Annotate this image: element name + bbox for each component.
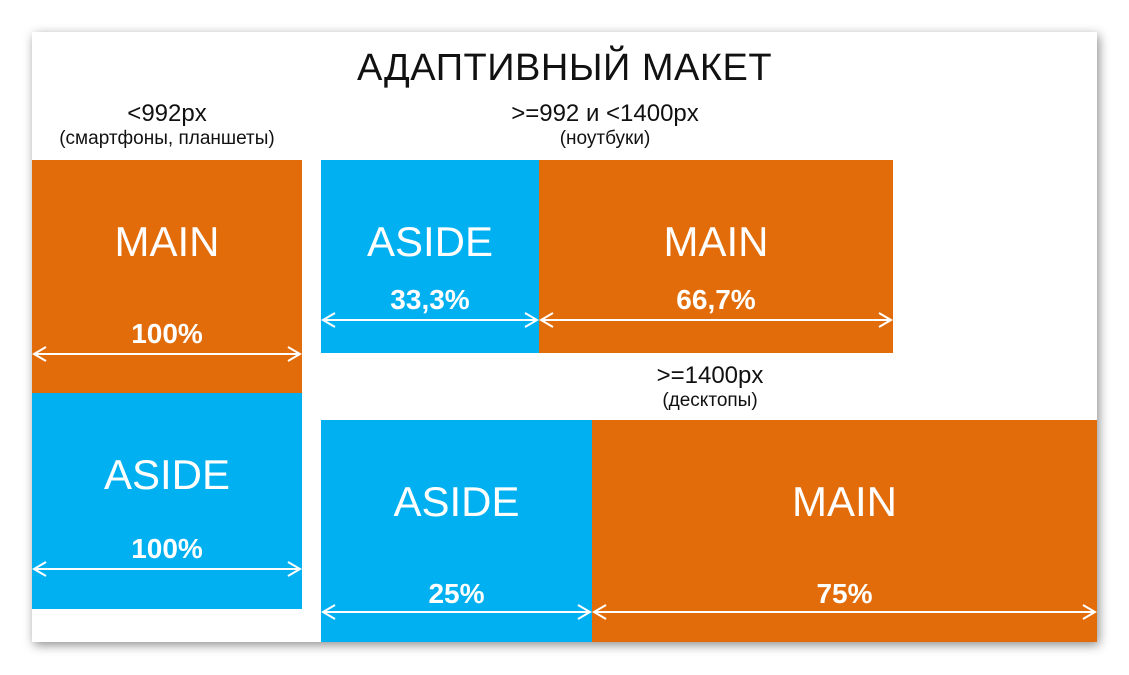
mobile-aside-width: 100%	[131, 533, 203, 564]
desktop-aside-name: ASIDE	[393, 478, 520, 525]
breakpoint-range-laptop: >=992 и <1400px	[511, 100, 699, 127]
breakpoint-label-laptop: >=992 и <1400px (ноутбуки)	[440, 100, 770, 149]
laptop-main-block: MAIN 66,7%	[539, 160, 893, 353]
breakpoint-devices-desktop: (десктопы)	[662, 389, 758, 411]
width-arrow-icon	[321, 312, 539, 328]
page-title: АДАПТИВНЫЙ МАКЕТ	[356, 47, 773, 89]
width-arrow-icon	[539, 312, 893, 328]
laptop-main-name: MAIN	[663, 218, 769, 265]
laptop-main-width: 66,7%	[676, 284, 756, 315]
width-arrow-icon	[321, 604, 592, 620]
mobile-aside-block: ASIDE 100%	[32, 393, 302, 609]
breakpoint-devices-laptop: (ноутбуки)	[559, 127, 651, 149]
mobile-main-width: 100%	[131, 318, 203, 349]
desktop-main-width: 75%	[816, 578, 873, 609]
breakpoint-range-mobile: <992px	[127, 100, 207, 127]
desktop-main-name: MAIN	[792, 478, 897, 525]
breakpoint-label-desktop: >=1400px (десктопы)	[560, 362, 860, 411]
laptop-aside-block: ASIDE 33,3%	[321, 160, 539, 353]
width-arrow-icon	[32, 346, 302, 362]
breakpoint-range-desktop: >=1400px	[656, 362, 764, 389]
laptop-aside-name: ASIDE	[366, 218, 494, 265]
width-arrow-icon	[592, 604, 1097, 620]
mobile-aside-name: ASIDE	[103, 451, 231, 498]
mobile-main-name: MAIN	[114, 218, 220, 265]
desktop-aside-block: ASIDE 25%	[321, 420, 592, 642]
breakpoint-devices-mobile: (смартфоны, планшеты)	[59, 127, 275, 149]
desktop-main-block: MAIN 75%	[592, 420, 1097, 642]
laptop-aside-width: 33,3%	[390, 284, 470, 315]
width-arrow-icon	[32, 561, 302, 577]
mobile-main-block: MAIN 100%	[32, 160, 302, 393]
desktop-aside-width: 25%	[428, 578, 485, 609]
breakpoint-label-mobile: <992px (смартфоны, планшеты)	[32, 100, 302, 149]
